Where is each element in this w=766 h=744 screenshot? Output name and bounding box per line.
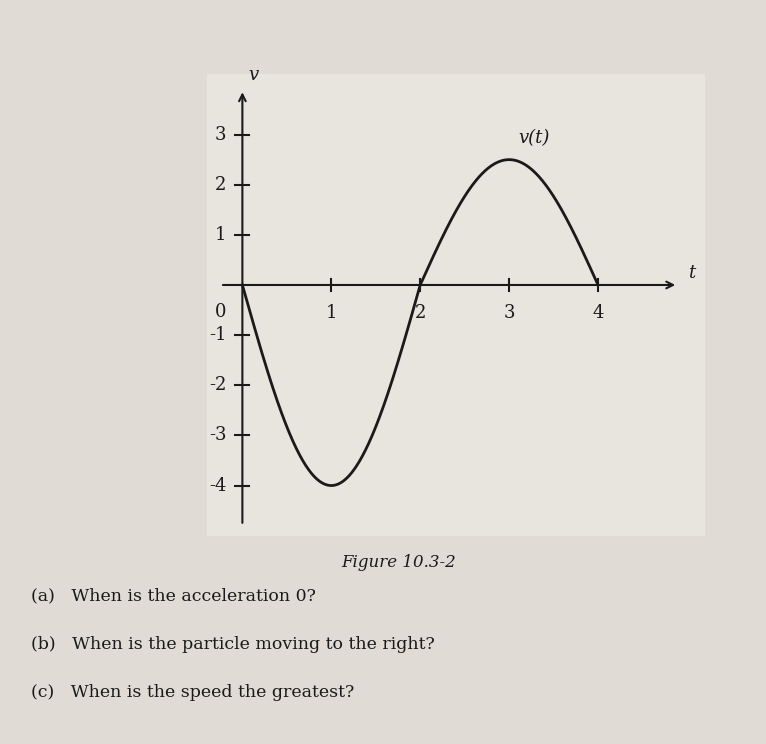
Text: (b)   When is the particle moving to the right?: (b) When is the particle moving to the r… — [31, 636, 434, 653]
Text: 0: 0 — [215, 303, 227, 321]
Text: Figure 10.3-2: Figure 10.3-2 — [341, 554, 456, 571]
Text: 2: 2 — [414, 304, 426, 322]
Text: 3: 3 — [215, 126, 227, 144]
Text: -1: -1 — [209, 326, 227, 344]
Text: 4: 4 — [592, 304, 604, 322]
Text: -4: -4 — [209, 477, 227, 495]
Text: -3: -3 — [209, 426, 227, 444]
Text: 1: 1 — [326, 304, 337, 322]
Text: -2: -2 — [209, 376, 227, 394]
Text: v(t): v(t) — [518, 129, 549, 147]
Text: 3: 3 — [503, 304, 515, 322]
Text: 1: 1 — [215, 226, 227, 244]
Text: (c)   When is the speed the greatest?: (c) When is the speed the greatest? — [31, 684, 354, 702]
Text: 2: 2 — [215, 176, 227, 193]
Text: v: v — [249, 66, 259, 84]
Text: t: t — [688, 264, 695, 283]
Text: (a)   When is the acceleration 0?: (a) When is the acceleration 0? — [31, 588, 316, 605]
